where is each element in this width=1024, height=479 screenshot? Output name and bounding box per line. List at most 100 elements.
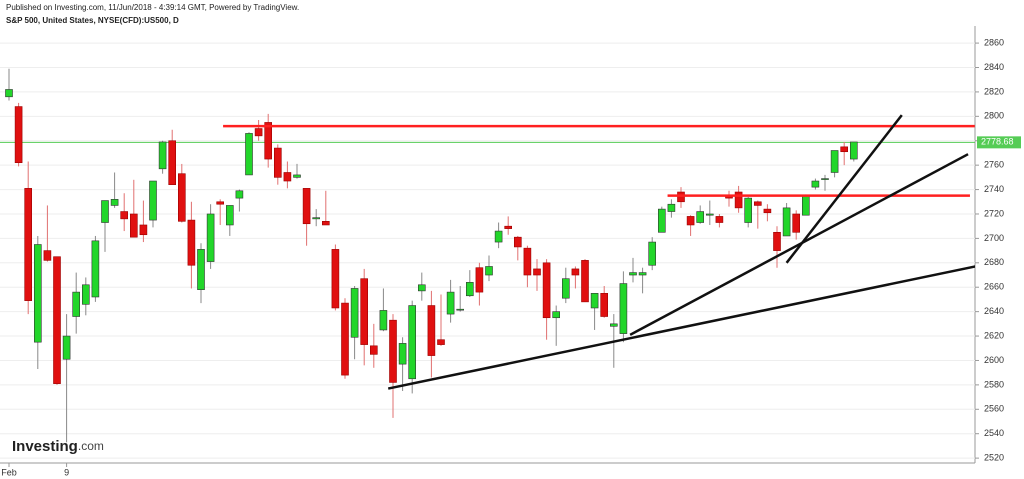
- candle-body: [139, 224, 148, 236]
- candle-body: [82, 284, 90, 305]
- y-tick-label: 2740: [984, 184, 1004, 194]
- candle-body: [561, 278, 570, 299]
- y-tick-label: 2620: [984, 330, 1004, 340]
- candle-body: [33, 244, 42, 343]
- candle-body: [686, 216, 695, 226]
- candle-body: [753, 201, 762, 206]
- candle-body: [648, 241, 657, 266]
- candle-body: [293, 174, 301, 178]
- candle-body: [72, 291, 80, 317]
- candle-body: [149, 180, 157, 221]
- candle-body: [705, 213, 714, 216]
- candle-body: [629, 272, 637, 276]
- candle-body: [773, 231, 781, 251]
- candle-body: [446, 291, 455, 315]
- candle-body: [571, 268, 580, 276]
- candle-body: [715, 216, 724, 223]
- candle-body: [801, 195, 810, 216]
- candle-body: [485, 266, 493, 276]
- candle-body: [792, 213, 801, 233]
- candle-body: [513, 236, 522, 248]
- candle-body: [408, 305, 417, 380]
- candle-body: [110, 199, 119, 206]
- candle-body: [821, 178, 829, 180]
- candle-body: [254, 128, 263, 137]
- candle-body: [523, 247, 532, 276]
- logo-brand: Investing: [12, 438, 78, 455]
- candle-body: [840, 146, 849, 153]
- candle-body: [360, 278, 369, 345]
- candle-body: [734, 191, 743, 209]
- y-tick-label: 2640: [984, 306, 1004, 316]
- candle-body: [331, 249, 340, 309]
- candle-body: [5, 89, 13, 98]
- y-tick-label: 2580: [984, 379, 1004, 389]
- y-tick-label: 2560: [984, 404, 1004, 414]
- candle-body: [235, 190, 244, 199]
- instrument-title: S&P 500, United States, NYSE(CFD):US500,…: [6, 16, 179, 25]
- logo: Investing.com: [12, 438, 104, 455]
- candle-body: [101, 200, 109, 223]
- y-tick-label: 2660: [984, 282, 1004, 292]
- candle-body: [91, 240, 100, 298]
- y-tick-label: 2680: [984, 257, 1004, 267]
- y-tick-label: 2720: [984, 208, 1004, 218]
- candle-body: [321, 221, 330, 226]
- candle-body: [312, 217, 321, 220]
- candle-body: [264, 122, 273, 160]
- y-tick-label: 2760: [984, 160, 1004, 170]
- candle-body: [245, 133, 253, 176]
- candle-body: [811, 180, 820, 188]
- candle-body: [273, 147, 282, 178]
- last-price-box: [977, 136, 1021, 149]
- trend-line: [785, 114, 903, 264]
- candle-body: [696, 211, 705, 223]
- candle-body: [62, 335, 71, 360]
- y-tick-label: 2860: [984, 37, 1004, 47]
- candle-body: [782, 207, 791, 237]
- candle-body: [417, 284, 426, 292]
- last-price-label: 2778.68: [981, 137, 1014, 147]
- candle-body: [197, 249, 205, 290]
- y-tick-label: 2840: [984, 62, 1004, 72]
- candle-body: [590, 293, 599, 309]
- candle-body: [130, 213, 138, 238]
- x-tick-label: 9: [64, 467, 69, 477]
- y-tick-label: 2700: [984, 233, 1004, 243]
- candle-body: [542, 262, 551, 319]
- logo-suffix: .com: [78, 439, 104, 453]
- candle-body: [552, 311, 561, 319]
- candle-body: [849, 141, 858, 160]
- candle-body: [456, 308, 465, 311]
- candle-body: [427, 305, 436, 356]
- candle-body: [187, 219, 196, 266]
- y-tick-label: 2600: [984, 355, 1004, 365]
- candle-body: [379, 310, 388, 331]
- trend-line: [387, 265, 975, 390]
- candle-body: [437, 339, 445, 345]
- candle-body: [504, 225, 513, 229]
- x-tick-label: Feb: [1, 467, 17, 477]
- candle-body: [178, 173, 186, 222]
- candle-body: [475, 267, 484, 293]
- candle-body: [763, 208, 772, 214]
- candle-body: [581, 260, 589, 303]
- candle-body: [398, 343, 407, 365]
- candle-body: [226, 205, 234, 226]
- trend-line: [629, 153, 969, 336]
- y-tick-label: 2540: [984, 428, 1004, 438]
- candle-body: [619, 283, 628, 334]
- candle-body: [168, 140, 176, 185]
- candle-body: [600, 293, 609, 317]
- candle-body: [465, 282, 474, 297]
- candle-body: [341, 302, 349, 376]
- candle-body: [14, 106, 23, 164]
- candle-body: [120, 211, 128, 220]
- candle-body: [206, 213, 215, 262]
- candle-body: [494, 230, 503, 243]
- candle-body: [302, 188, 311, 225]
- candle-body: [830, 150, 839, 173]
